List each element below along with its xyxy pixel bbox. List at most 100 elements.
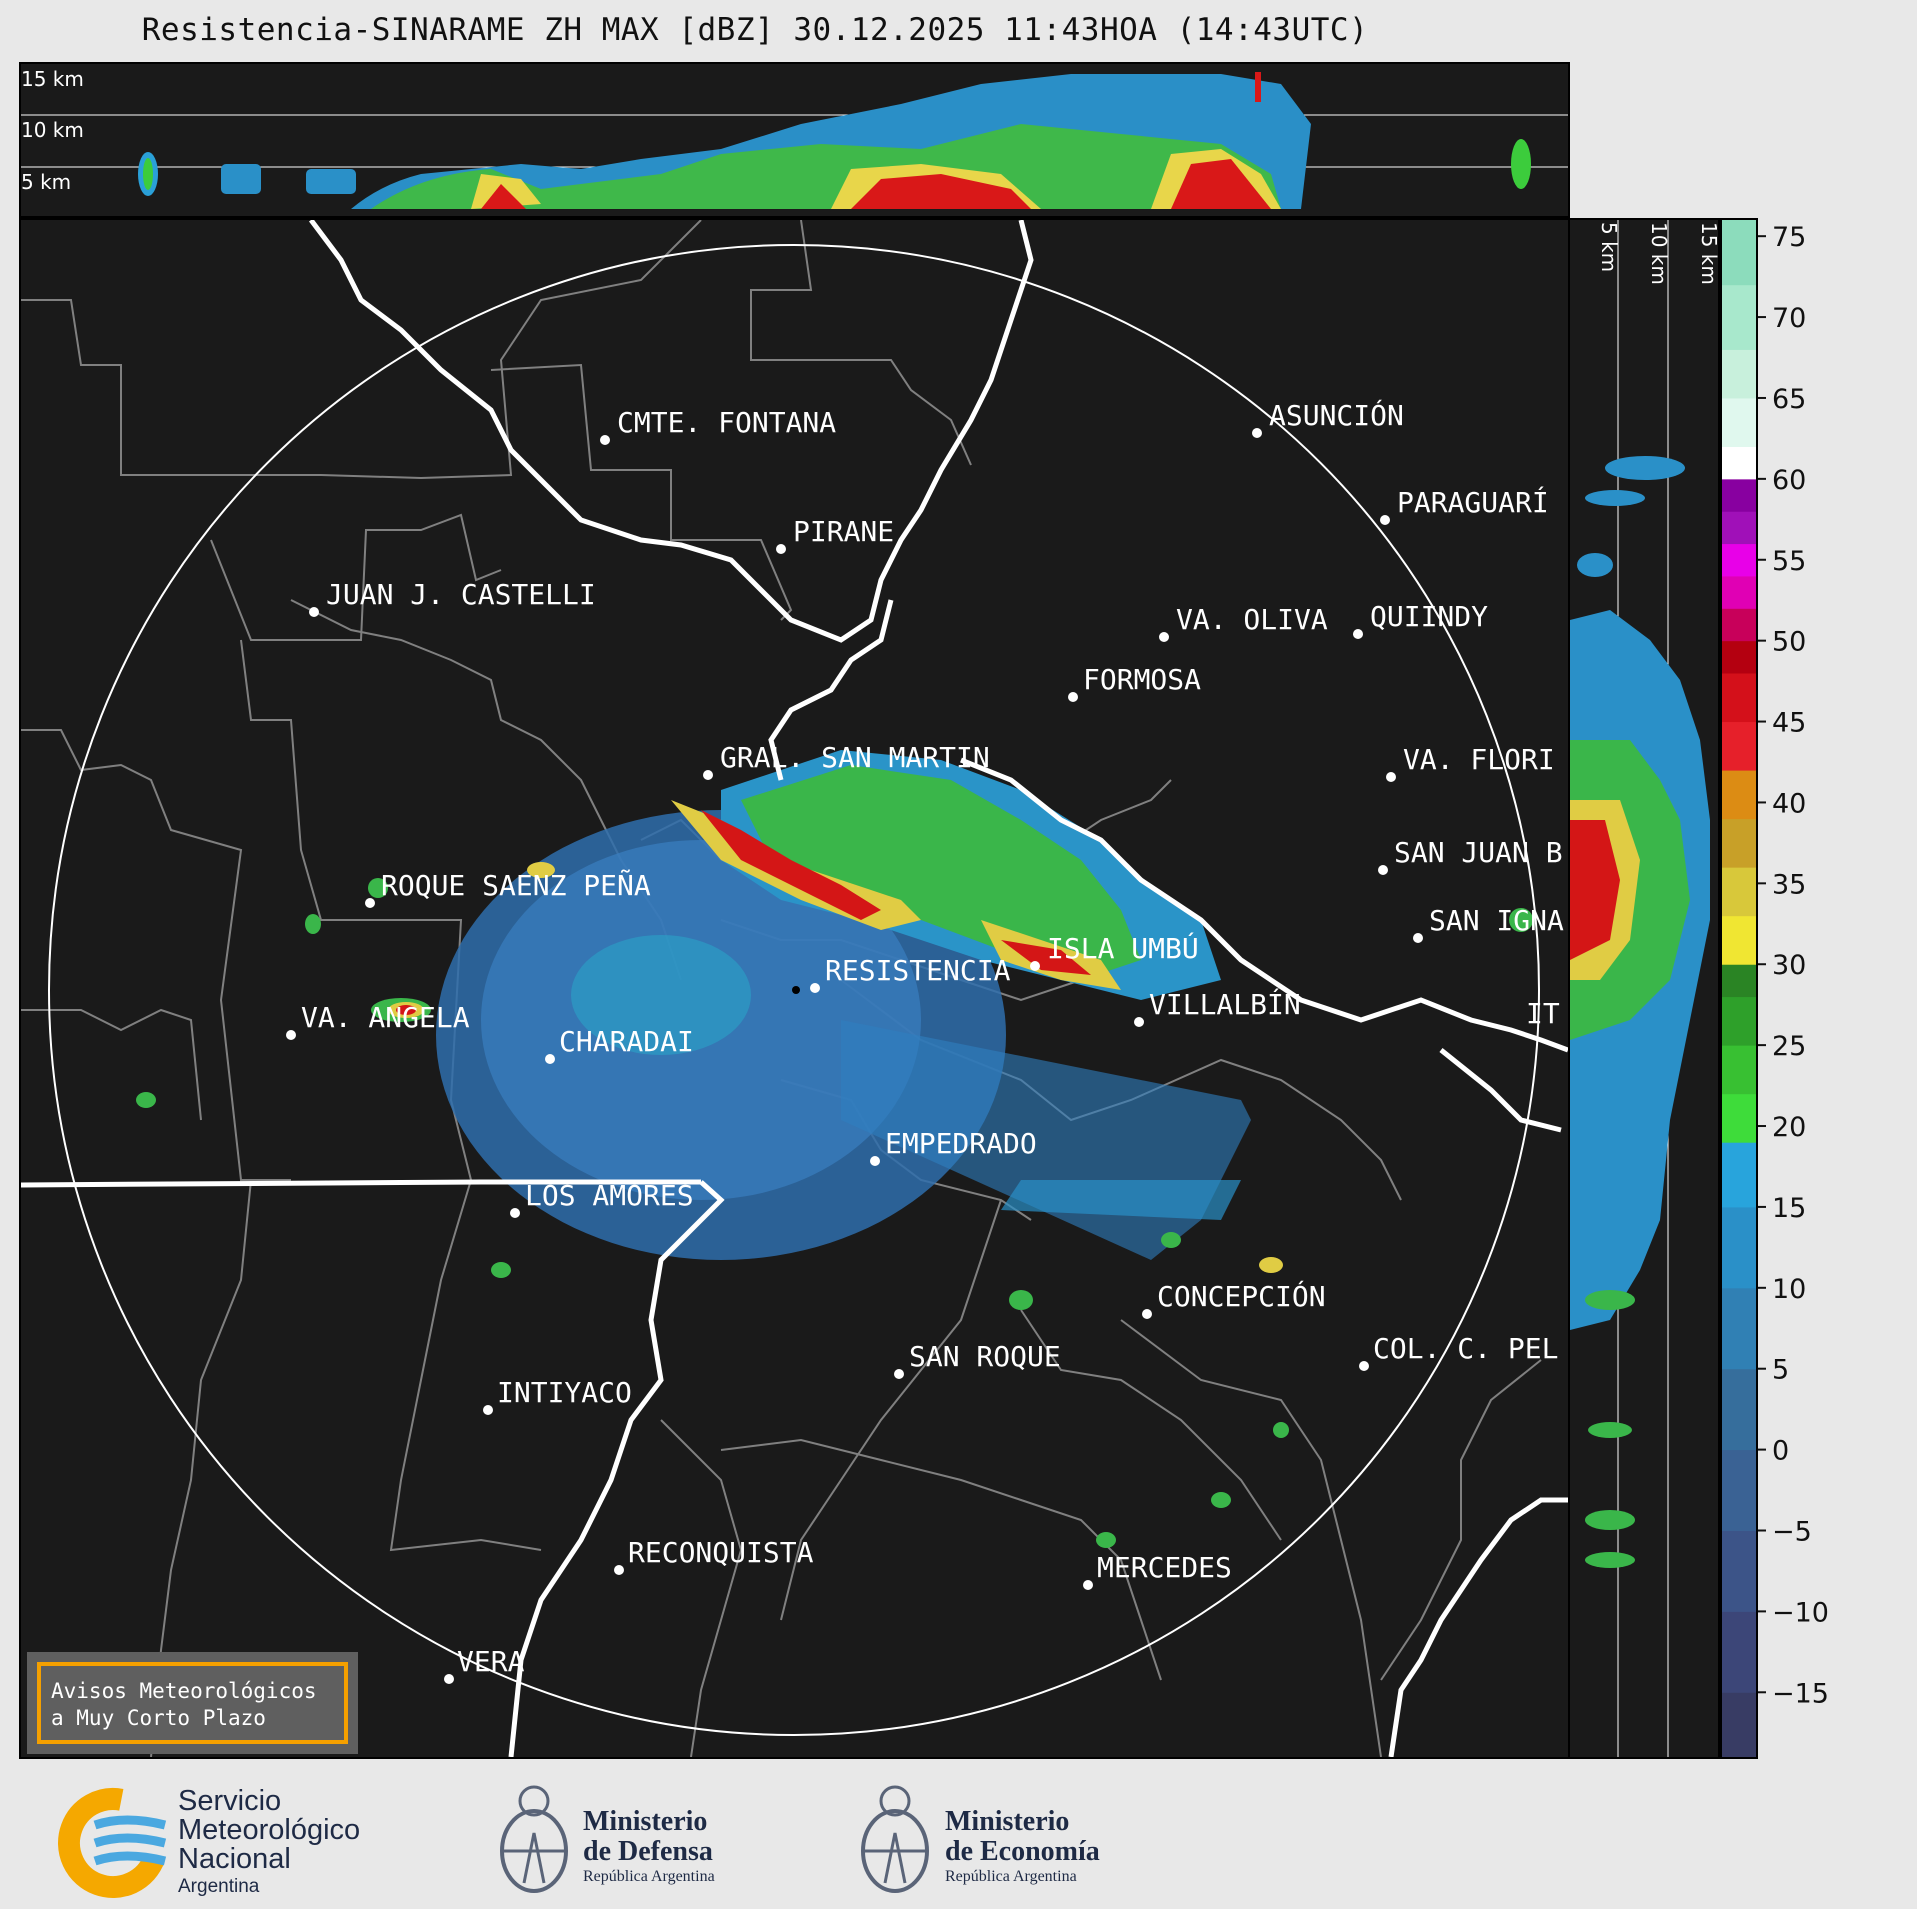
top-profile-echoes <box>138 72 1531 209</box>
colorbar-segment <box>1722 511 1756 545</box>
ministerio-defensa: Ministerio de Defensa República Argentin… <box>583 1806 715 1886</box>
city-label: CONCEPCIÓN <box>1157 1279 1326 1313</box>
country-borders <box>21 220 1568 1757</box>
top-profile-label-10km: 10 km <box>21 118 84 142</box>
radar-echoes <box>136 750 1533 1548</box>
city-label: INTIYACO <box>497 1376 632 1409</box>
smn-logo-icon <box>58 1788 168 1898</box>
colorbar-tick-label: −15 <box>1772 1678 1829 1709</box>
side-profile-echoes <box>1570 456 1710 1568</box>
range-ring <box>48 244 1540 1736</box>
side-profile-label-15km: 15 km <box>1697 222 1718 285</box>
colorbar-segment <box>1722 964 1756 998</box>
smn-name: Servicio Meteorológico Nacional Argentin… <box>178 1785 361 1898</box>
colorbar-segment <box>1722 349 1756 399</box>
city-markers: CMTE. FONTANA PIRANE JUAN J. CASTELLI AS… <box>286 398 1564 1684</box>
city-label: CMTE. FONTANA <box>617 406 836 439</box>
colorbar-segment <box>1722 1449 1756 1531</box>
city-label: RECONQUISTA <box>628 1536 814 1569</box>
colorbar-tick-label: 70 <box>1772 303 1806 334</box>
warning-box[interactable]: Avisos Meteorológicos a Muy Corto Plazo <box>27 1652 358 1754</box>
colorbar-tick-label: 15 <box>1772 1193 1806 1224</box>
city-label: MERCEDES <box>1097 1551 1232 1584</box>
colorbar-tick-label: 5 <box>1772 1355 1789 1386</box>
side-profile-label-10km: 10 km <box>1647 222 1671 285</box>
city-label: SAN ROQUE <box>909 1340 1061 1373</box>
radar-site-marker <box>792 986 800 994</box>
colorbar-tick-label: 55 <box>1772 546 1806 577</box>
colorbar-segment <box>1722 1287 1756 1370</box>
colorbar-segment <box>1722 608 1756 642</box>
top-profile-label-5km: 5 km <box>21 170 71 194</box>
argentina-seal-icon <box>861 1785 929 1893</box>
colorbar-tick-label: 30 <box>1772 950 1806 981</box>
city-label: SAN JUAN B <box>1394 836 1563 869</box>
colorbar-tick-label: 35 <box>1772 869 1806 900</box>
colorbar-segment <box>1722 1045 1756 1095</box>
top-profile-label-15km: 15 km <box>21 67 84 91</box>
colorbar-segment <box>1722 915 1756 965</box>
colorbar-tick-label: 60 <box>1772 465 1806 496</box>
colorbar-segment <box>1722 478 1756 512</box>
colorbar-tick-label: −5 <box>1772 1516 1812 1547</box>
city-label: VA. OLIVA <box>1176 603 1328 636</box>
city-label: VA. ANGELA <box>301 1001 470 1034</box>
city-label: LOS AMORES <box>525 1179 694 1212</box>
colorbar-segment <box>1722 770 1756 820</box>
colorbar-segment <box>1722 818 1756 868</box>
side-vertical-profile: 5 km 10 km 15 km <box>1570 218 1720 1759</box>
colorbar-segment <box>1722 1142 1756 1208</box>
colorbar-segment <box>1722 1530 1756 1612</box>
colorbar-tick-label: 25 <box>1772 1031 1806 1062</box>
colorbar-segment <box>1722 996 1756 1046</box>
argentina-seal-icon <box>500 1785 568 1893</box>
colorbar-ticks: 75 70 65 60 55 50 45 40 35 30 25 20 15 10 5 0 −5 −10 −15 <box>1758 218 1908 1759</box>
colorbar-segment <box>1722 867 1756 917</box>
colorbar-segment <box>1722 543 1756 577</box>
city-label: EMPEDRADO <box>885 1127 1037 1160</box>
city-label: PARAGUARÍ <box>1397 485 1549 519</box>
city-label: IT <box>1526 997 1560 1030</box>
top-vertical-profile: 15 km 10 km 5 km <box>19 62 1570 218</box>
colorbar-segment <box>1722 220 1756 286</box>
footer: Servicio Meteorológico Nacional Argentin… <box>0 1759 1917 1909</box>
colorbar-segment <box>1722 1206 1756 1289</box>
colorbar-tick-label: 50 <box>1772 627 1806 658</box>
warning-frame: Avisos Meteorológicos a Muy Corto Plazo <box>37 1662 348 1744</box>
city-label: PIRANE <box>793 515 894 548</box>
colorbar-tick-label: 65 <box>1772 384 1806 415</box>
ministerio-economia: Ministerio de Economía República Argenti… <box>945 1806 1100 1886</box>
city-label: COL. C. PEL <box>1373 1332 1558 1365</box>
city-label: FORMOSA <box>1083 663 1201 696</box>
colorbar-tick-label: 45 <box>1772 708 1806 739</box>
colorbar-tick-label: 20 <box>1772 1112 1806 1143</box>
city-label: ROQUE SAENZ PEÑA <box>381 868 651 902</box>
city-label: JUAN J. CASTELLI <box>326 578 596 611</box>
colorbar-segment <box>1722 673 1756 723</box>
city-label: ISLA UMBÚ <box>1047 931 1199 965</box>
colorbar-segment <box>1722 446 1756 480</box>
colorbar-tick-label: 10 <box>1772 1274 1806 1305</box>
colorbar-tick-label: 40 <box>1772 788 1806 819</box>
colorbar-segment <box>1722 1692 1756 1758</box>
city-label: VERA <box>457 1645 525 1678</box>
radar-map[interactable]: CMTE. FONTANA PIRANE JUAN J. CASTELLI AS… <box>19 218 1570 1759</box>
city-label: GRAL. SAN MARTIN <box>720 741 990 774</box>
city-label: SAN IGNA <box>1429 904 1564 937</box>
city-label: VILLALBÍN <box>1149 987 1301 1021</box>
colorbar-segment <box>1722 721 1756 771</box>
colorbar-segment <box>1722 397 1756 448</box>
city-label: QUIINDY <box>1370 600 1488 633</box>
warning-line-2: a Muy Corto Plazo <box>51 1706 266 1730</box>
colorbar-tick-label: −10 <box>1772 1597 1829 1628</box>
colorbar-segment <box>1722 1611 1756 1693</box>
colorbar-segment <box>1722 1368 1756 1451</box>
colorbar-segment <box>1722 284 1756 350</box>
dbz-colorbar <box>1720 218 1758 1759</box>
warning-line-1: Avisos Meteorológicos <box>51 1679 317 1703</box>
colorbar-segment <box>1722 575 1756 609</box>
city-label: VA. FLORI <box>1403 743 1555 776</box>
colorbar-tick-label: 0 <box>1772 1436 1789 1467</box>
colorbar-tick-label: 75 <box>1772 222 1806 253</box>
side-profile-label-5km: 5 km <box>1597 222 1621 272</box>
